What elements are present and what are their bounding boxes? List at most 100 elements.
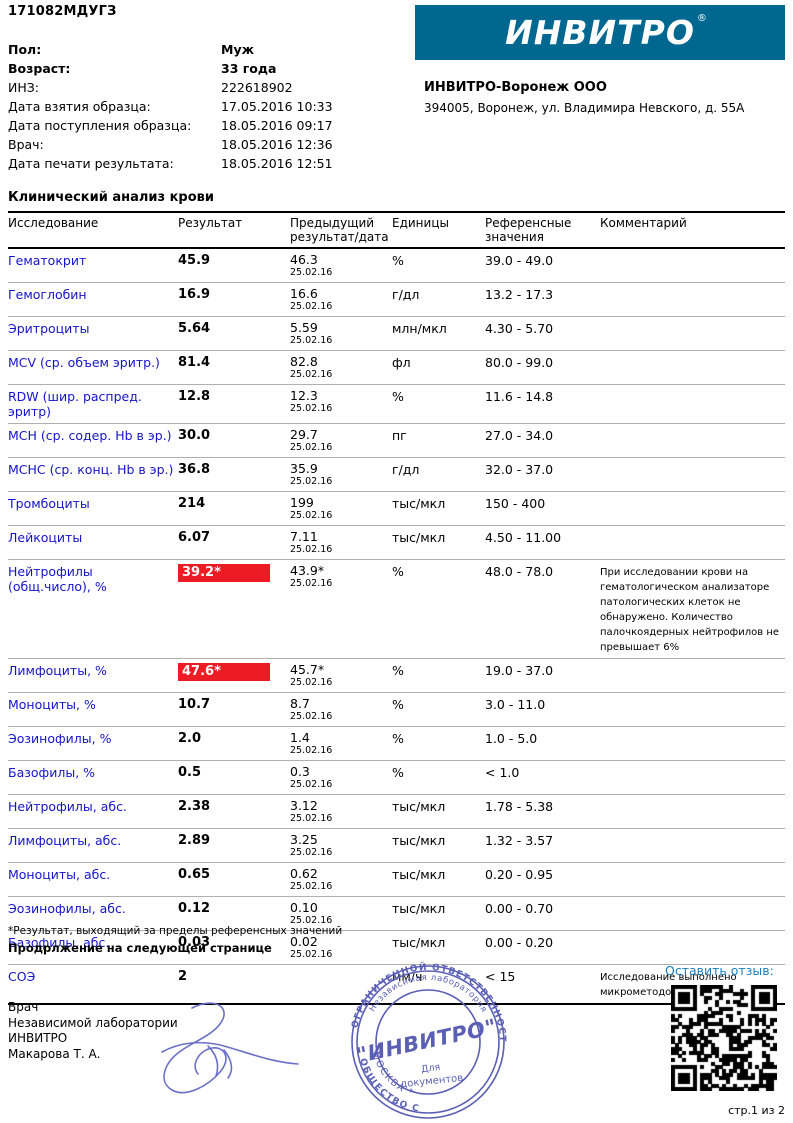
analyte-name-link[interactable]: MCH (ср. содер. Hb в эр.) bbox=[8, 428, 172, 443]
analyte-name-link[interactable]: Лимфоциты, % bbox=[8, 663, 107, 678]
analyte-name-cell[interactable]: СОЭ bbox=[8, 969, 178, 999]
previous-result-date: 25.02.16 bbox=[290, 677, 333, 688]
analyte-name-cell[interactable]: Эритроциты bbox=[8, 321, 178, 346]
analyte-name-cell[interactable]: Гематокрит bbox=[8, 253, 178, 278]
result-value: 30.0 bbox=[178, 428, 211, 443]
result-cell: 39.2* bbox=[178, 564, 290, 654]
meta-row-gender: Пол: Муж bbox=[8, 40, 408, 59]
units-cell: тыс/мкл bbox=[392, 530, 485, 555]
analyte-name-link[interactable]: Нейтрофилы (общ.число), % bbox=[8, 564, 107, 594]
previous-result-date: 25.02.16 bbox=[290, 442, 333, 453]
analyte-name-link[interactable]: СОЭ bbox=[8, 969, 36, 984]
analyte-name-cell[interactable]: Гемоглобин bbox=[8, 287, 178, 312]
official-round-stamp-icon: ОГРАНИЧЕННОЙ ОТВЕТСТВЕННОСТЬЮ * Г.Р.№ 56… bbox=[336, 958, 506, 1119]
analyte-name-cell[interactable]: Эозинофилы, абс. bbox=[8, 901, 178, 926]
meta-label: Дата печати результата: bbox=[8, 156, 174, 171]
meta-label: Дата поступления образца: bbox=[8, 118, 192, 133]
analyte-name-link[interactable]: Нейтрофилы, абс. bbox=[8, 799, 127, 814]
analyte-name-cell[interactable]: MCH (ср. содер. Hb в эр.) bbox=[8, 428, 178, 453]
previous-result-value: 0.02 bbox=[290, 934, 318, 949]
analyte-name-cell[interactable]: Лимфоциты, % bbox=[8, 663, 178, 688]
units-cell: % bbox=[392, 564, 485, 654]
reference-range-cell: 0.00 - 0.70 bbox=[485, 901, 600, 926]
reference-range-value: 4.30 - 5.70 bbox=[485, 321, 554, 336]
signature-line-4: Макарова Т. А. bbox=[8, 1046, 101, 1061]
result-value: 81.4 bbox=[178, 355, 211, 370]
previous-result-cell: 29.7 25.02.16 bbox=[290, 428, 392, 454]
previous-result-date: 25.02.16 bbox=[290, 813, 333, 824]
reference-range-cell: < 1.0 bbox=[485, 765, 600, 790]
analyte-name-link[interactable]: MCHC (ср. конц. Hb в эр.) bbox=[8, 462, 174, 477]
analyte-name-link[interactable]: Гемоглобин bbox=[8, 287, 87, 302]
previous-result-cell: 43.9* 25.02.16 bbox=[290, 564, 392, 654]
analyte-name-link[interactable]: Лейкоциты bbox=[8, 530, 83, 545]
analyte-name-link[interactable]: Эозинофилы, % bbox=[8, 731, 112, 746]
reference-range-cell: 80.0 - 99.0 bbox=[485, 355, 600, 380]
handwritten-signature-icon bbox=[161, 1002, 299, 1094]
previous-result-cell: 0.10 25.02.16 bbox=[290, 901, 392, 927]
analyte-name-link[interactable]: RDW (шир. распред. эритр) bbox=[8, 389, 142, 419]
footnote-asterisk: *Результат, выходящий за пределы референ… bbox=[8, 925, 343, 937]
previous-result-value: 3.12 bbox=[290, 798, 318, 813]
analyte-name-cell[interactable]: Лимфоциты, абс. bbox=[8, 833, 178, 858]
analyte-name-cell[interactable]: Базофилы, абс. bbox=[8, 935, 178, 960]
analyte-name-cell[interactable]: Базофилы, % bbox=[8, 765, 178, 790]
analyte-name-link[interactable]: Моноциты, абс. bbox=[8, 867, 111, 882]
result-value: 5.64 bbox=[178, 321, 211, 336]
analyte-name-link[interactable]: Гематокрит bbox=[8, 253, 87, 268]
analyte-name-cell[interactable]: Нейтрофилы (общ.число), % bbox=[8, 564, 178, 654]
comment-cell: При исследовании крови на гематологическ… bbox=[600, 564, 785, 654]
results-table: Исследование Результат Предыдущий резуль… bbox=[8, 211, 785, 1005]
reference-range-value: 1.32 - 3.57 bbox=[485, 833, 554, 848]
result-cell: 6.07 bbox=[178, 530, 290, 555]
continued-notice: Продрлжение на следующей странице bbox=[8, 941, 272, 955]
result-cell: 5.64 bbox=[178, 321, 290, 346]
analyte-name-link[interactable]: Эозинофилы, абс. bbox=[8, 901, 126, 916]
result-value: 0.5 bbox=[178, 765, 202, 780]
result-value: 16.9 bbox=[178, 287, 211, 302]
previous-result-date: 25.02.16 bbox=[290, 779, 333, 790]
previous-result-cell: 35.9 25.02.16 bbox=[290, 462, 392, 488]
analyte-name-cell[interactable]: Нейтрофилы, абс. bbox=[8, 799, 178, 824]
result-value: 36.8 bbox=[178, 462, 211, 477]
result-value-abnormal: 39.2* bbox=[178, 564, 270, 582]
analyte-name-cell[interactable]: Моноциты, абс. bbox=[8, 867, 178, 892]
previous-result-date: 25.02.16 bbox=[290, 403, 333, 414]
previous-result-value: 43.9* bbox=[290, 563, 325, 578]
units-value: тыс/мкл bbox=[392, 935, 446, 950]
analyte-name-link[interactable]: Базофилы, абс. bbox=[8, 935, 110, 950]
analyte-name-link[interactable]: Моноциты, % bbox=[8, 697, 96, 712]
units-value: тыс/мкл bbox=[392, 496, 446, 511]
previous-result-cell: 82.8 25.02.16 bbox=[290, 355, 392, 381]
analyte-name-cell[interactable]: MCV (ср. объем эритр.) bbox=[8, 355, 178, 380]
units-cell: % bbox=[392, 253, 485, 278]
analyte-name-cell[interactable]: Тромбоциты bbox=[8, 496, 178, 521]
invitro-wordmark: ИНВИТРО ® bbox=[505, 14, 707, 50]
meta-value: 18.05.2016 12:51 bbox=[221, 156, 333, 171]
reference-range-value: 0.00 - 0.70 bbox=[485, 901, 554, 916]
qr-code[interactable] bbox=[671, 985, 777, 1091]
meta-label: ИНЗ: bbox=[8, 80, 39, 95]
previous-result-cell: 0.62 25.02.16 bbox=[290, 867, 392, 893]
analyte-name-cell[interactable]: Эозинофилы, % bbox=[8, 731, 178, 756]
analyte-name-cell[interactable]: RDW (шир. распред. эритр) bbox=[8, 389, 178, 419]
analyte-name-cell[interactable]: Лейкоциты bbox=[8, 530, 178, 555]
meta-row-arrival-date: Дата поступления образца: 18.05.2016 09:… bbox=[8, 116, 408, 135]
units-cell: % bbox=[392, 765, 485, 790]
signature-block: Врач Независимой лаборатории ИНВИТРО Мак… bbox=[8, 1000, 178, 1062]
analyte-name-link[interactable]: Лимфоциты, абс. bbox=[8, 833, 122, 848]
units-value: тыс/мкл bbox=[392, 530, 446, 545]
previous-result-cell: 12.3 25.02.16 bbox=[290, 389, 392, 419]
previous-result-cell: 5.59 25.02.16 bbox=[290, 321, 392, 347]
reference-range-cell: 27.0 - 34.0 bbox=[485, 428, 600, 453]
analyte-name-link[interactable]: Тромбоциты bbox=[8, 496, 90, 511]
reference-range-value: 39.0 - 49.0 bbox=[485, 253, 554, 268]
previous-result-cell: 16.6 25.02.16 bbox=[290, 287, 392, 313]
analyte-name-link[interactable]: Эритроциты bbox=[8, 321, 90, 336]
analyte-name-link[interactable]: MCV (ср. объем эритр.) bbox=[8, 355, 160, 370]
result-cell: 47.6* bbox=[178, 663, 290, 688]
reference-range-cell: 19.0 - 37.0 bbox=[485, 663, 600, 688]
analyte-name-cell[interactable]: Моноциты, % bbox=[8, 697, 178, 722]
analyte-name-link[interactable]: Базофилы, % bbox=[8, 765, 96, 780]
analyte-name-cell[interactable]: MCHC (ср. конц. Hb в эр.) bbox=[8, 462, 178, 487]
